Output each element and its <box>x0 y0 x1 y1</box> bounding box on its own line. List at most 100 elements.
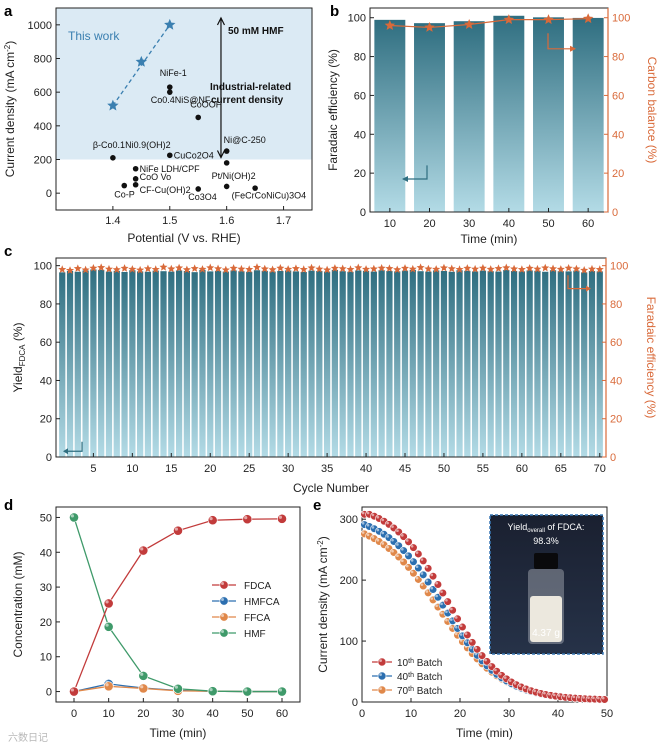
legend-marker-highlight <box>221 598 224 602</box>
panel-b-bars <box>374 15 604 213</box>
point-fdca-highlight <box>70 688 74 692</box>
panel-b-xtick-label: 20 <box>423 218 435 230</box>
panel-c-xtick-label: 40 <box>360 463 372 475</box>
carbon-balance-line <box>389 18 589 29</box>
literature-label: (FeCrCoNiCu)3O4 <box>232 190 307 200</box>
panel-e-ytick-label: 0 <box>352 697 358 709</box>
current-point-batch-10-highlight <box>572 695 576 699</box>
fdca-yield-bar <box>433 270 440 457</box>
panel-d-xtick-label: 0 <box>71 708 77 720</box>
current-point-batch-10 <box>438 588 447 598</box>
fe-star <box>198 265 207 273</box>
panel-c-axes: 5 10 15 20 25 30 35 40 45 50 55 60 65 70 0 0 20 20 40 40 60 6… <box>34 257 628 475</box>
legend-label: 10th Batch <box>397 658 442 670</box>
point-fdca-body <box>207 515 218 526</box>
industrial-label-line1: Industrial-related <box>210 82 291 93</box>
panel-a-ytick-label: 1000 <box>28 20 52 32</box>
panel-e-chart: 0 10 20 30 40 50 0 100 200 300 Yieldoverall of FD… <box>316 506 613 740</box>
fe-star <box>330 264 339 272</box>
point-ffca <box>103 681 114 692</box>
fdca-yield-bar <box>199 269 206 457</box>
point-hmf <box>242 686 253 697</box>
current-point-batch-10-highlight <box>445 598 448 602</box>
point-hmf-body <box>173 683 183 694</box>
current-point-batch-70 <box>409 569 418 578</box>
literature-label: CuCo2O4 <box>174 150 214 160</box>
fe-star <box>486 265 495 273</box>
current-point-batch-70-highlight <box>425 590 429 593</box>
current-point-batch-10-highlight <box>533 689 536 693</box>
panel-c-xtick-label: 30 <box>282 463 294 475</box>
current-point-batch-70-highlight <box>440 611 443 615</box>
panel-d-xtick-label: 20 <box>137 708 149 720</box>
this-work-star <box>135 55 148 67</box>
fe-star <box>284 265 293 273</box>
current-point-batch-40-highlight <box>435 594 438 598</box>
fdca-yield-bar <box>581 272 588 457</box>
current-point-batch-10 <box>433 580 443 589</box>
current-point-batch-70 <box>394 552 403 562</box>
panel-c-ytick-label: 80 <box>40 299 52 311</box>
fe-star <box>81 265 90 274</box>
legend-marker-highlight <box>379 673 382 676</box>
panel-b-ylabel-right: Carbon balance (%) <box>645 57 657 164</box>
point-fdca <box>138 545 149 556</box>
panel-e-xtick-label: 30 <box>503 708 515 720</box>
current-point-batch-40 <box>419 570 428 579</box>
fdca-yield-bar <box>495 271 502 457</box>
fe-star <box>58 265 67 273</box>
fe-star <box>564 263 573 272</box>
current-point-batch-40 <box>414 563 423 573</box>
fe-star <box>362 265 371 273</box>
current-point-batch-10-highlight <box>405 539 409 542</box>
legend-label: HMFCA <box>244 597 280 608</box>
fdca-yield-bar <box>526 270 533 457</box>
panel-b-ytick-label: 80 <box>354 52 366 64</box>
legend-marker <box>219 628 229 638</box>
panel-d-xtick-label: 30 <box>172 708 184 720</box>
point-hmf-body <box>69 512 79 523</box>
current-point-batch-40-body <box>414 563 423 573</box>
fdca-yield-bar <box>222 271 229 457</box>
hmf-concentration-label: 50 mM HMF <box>228 26 284 37</box>
literature-label: Co-P <box>114 190 135 200</box>
current-point-batch-10-highlight <box>381 518 385 522</box>
legend-marker-highlight <box>221 630 224 634</box>
panel-c-xlabel: Cycle Number <box>293 481 369 495</box>
industrial-label-line2: current density <box>211 95 284 106</box>
current-point-batch-40-highlight <box>361 521 365 525</box>
fdca-yield-bar <box>246 271 253 457</box>
fdca-yield-bar <box>339 271 346 457</box>
fdca-yield-bar <box>277 271 284 457</box>
literature-point <box>132 181 139 188</box>
panel-a-axes: 1.4 1.5 1.6 1.7 0 200 400 600 800 1000 <box>28 7 313 227</box>
literature-label: CoOOH <box>190 99 222 109</box>
panel-c-chart: 5 10 15 20 25 30 35 40 45 50 55 60 65 70 0 0 20 20 40 40 60 6… <box>11 257 657 495</box>
current-point-batch-10-highlight <box>543 691 546 695</box>
current-point-batch-70-highlight <box>454 632 458 636</box>
fdca-yield-bar <box>518 271 525 457</box>
current-point-batch-10-highlight <box>459 624 463 628</box>
current-point-batch-10-highlight <box>547 692 551 696</box>
panel-b-xtick-label: 30 <box>463 218 475 230</box>
panel-a-ytick-label: 0 <box>46 188 52 200</box>
fdca-yield-bar <box>66 271 74 457</box>
fdca-yield-bar <box>472 271 479 457</box>
point-fdca-body <box>242 514 253 525</box>
fdca-yield-bar <box>456 270 463 457</box>
current-point-batch-70 <box>404 563 413 572</box>
fe-star <box>120 264 129 272</box>
point-hmf <box>207 686 218 697</box>
literature-point <box>195 186 202 192</box>
fdca-yield-bar <box>331 269 339 457</box>
legend-label: FFCA <box>244 613 270 624</box>
fdca-yield-bar <box>300 271 307 457</box>
carbon-balance-star <box>384 19 396 30</box>
legend-marker-highlight <box>221 614 224 618</box>
literature-point <box>223 160 230 166</box>
current-point-batch-10-highlight <box>371 513 375 517</box>
current-point-batch-40 <box>404 551 413 560</box>
literature-label: NiFe LDH/CPF <box>140 164 201 174</box>
current-point-batch-10-body <box>424 564 433 573</box>
point-hmf <box>173 683 183 694</box>
